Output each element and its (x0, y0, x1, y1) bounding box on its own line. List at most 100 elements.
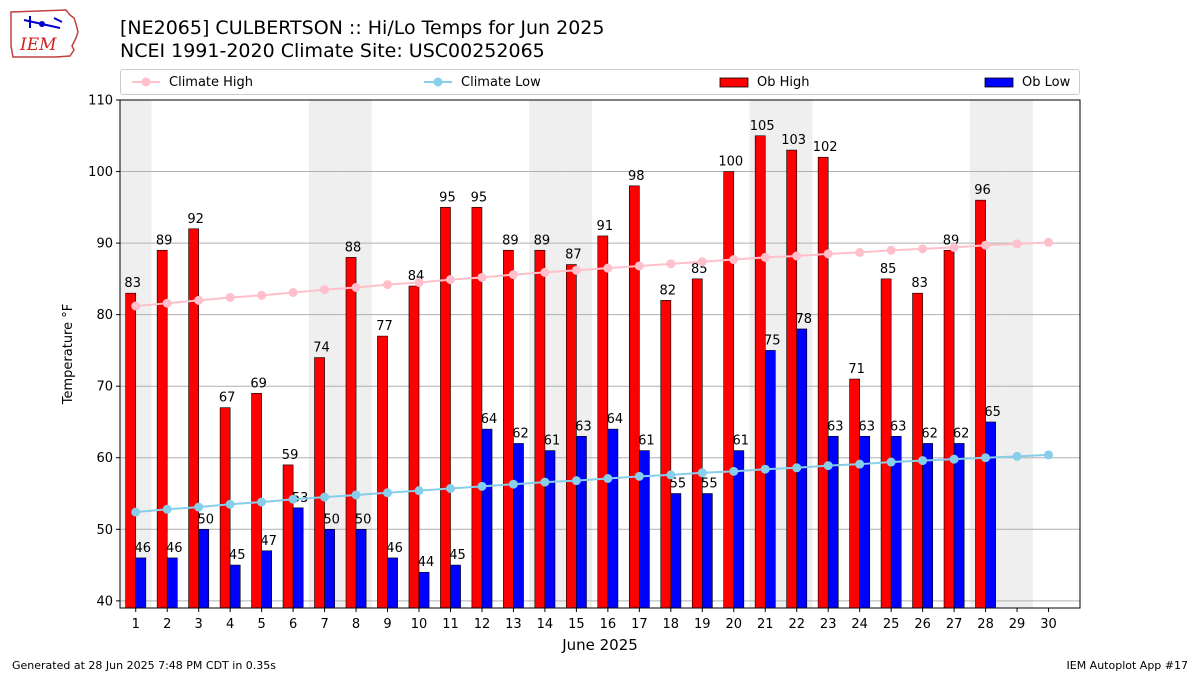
ob-high-label: 69 (250, 376, 267, 391)
ob-low-label: 63 (575, 419, 592, 434)
climate-low-point (792, 463, 802, 473)
ob-high-bar (471, 207, 483, 609)
ob-low-label: 50 (355, 512, 372, 527)
ob-high-bar (660, 300, 672, 609)
climate-high-point (477, 272, 487, 282)
ob-high-bar (723, 171, 735, 609)
ob-high-label: 103 (781, 133, 806, 148)
climate-high-point (162, 298, 172, 308)
ob-low-bar (607, 428, 619, 609)
ob-low-bar (922, 443, 933, 609)
x-tick-label: 21 (757, 617, 774, 632)
climate-high-point (981, 240, 991, 250)
legend-label: Climate High (169, 74, 254, 90)
x-tick-label: 1 (132, 617, 140, 632)
climate-high-point (194, 295, 204, 305)
x-tick-label: 4 (226, 617, 234, 632)
ob-low-bar (418, 571, 430, 609)
climate-low-point (1012, 451, 1022, 461)
ob-low-bar (450, 564, 461, 609)
logo-text: IEM (19, 35, 57, 55)
ob-low-label: 63 (827, 419, 844, 434)
legend: Climate High Climate Low Ob High Ob Low (120, 69, 1080, 95)
ob-high-label: 100 (718, 155, 743, 170)
ob-high-label: 92 (187, 212, 204, 227)
climate-low-point (855, 459, 865, 469)
ob-low-label: 75 (764, 333, 781, 348)
x-tick-label: 6 (289, 617, 297, 632)
legend-item-climate-high: Climate High (131, 70, 253, 94)
ob-high-bar (377, 335, 388, 609)
ob-high-bar (817, 156, 829, 609)
ob-low-label: 45 (229, 548, 246, 563)
app-credit: IEM Autoplot App #17 (1066, 659, 1189, 672)
ob-low-label: 50 (197, 512, 214, 527)
ob-high-label: 105 (750, 119, 775, 134)
climate-high-point (697, 257, 707, 267)
chart-title: [NE2065] CULBERTSON :: Hi/Lo Temps for J… (120, 17, 605, 39)
climate-low-point (225, 499, 235, 509)
climate-low-point (257, 497, 267, 507)
ob-high-bar (534, 249, 546, 609)
ob-low-label: 61 (733, 434, 750, 449)
climate-low-point (288, 494, 298, 504)
climate-low-point (1044, 450, 1054, 460)
ob-high-label: 77 (376, 319, 393, 334)
climate-low-point (634, 471, 644, 481)
ob-high-label: 71 (848, 362, 865, 377)
ob-high-label: 82 (660, 283, 677, 298)
ob-low-bar (324, 528, 335, 609)
ob-low-bar (953, 443, 965, 609)
ob-high-label: 102 (813, 140, 838, 155)
ob-low-label: 62 (953, 426, 970, 441)
climate-low-point (320, 492, 330, 502)
climate-high-point (540, 267, 550, 277)
ob-high-bar (566, 264, 577, 609)
ob-low-bar (261, 550, 273, 609)
ob-low-label: 61 (544, 434, 561, 449)
y-tick-label: 50 (96, 523, 113, 538)
legend-item-ob-low: Ob Low (984, 70, 1070, 94)
ob-high-bar (754, 135, 766, 609)
x-tick-label: 14 (537, 617, 554, 632)
iem-logo: IEM (8, 6, 84, 64)
y-tick-label: 70 (96, 380, 113, 395)
climate-low-point (445, 484, 455, 494)
ob-low-label: 55 (670, 477, 687, 492)
legend-item-climate-low: Climate Low (423, 70, 541, 94)
ob-high-label: 95 (439, 190, 456, 205)
ob-high-bar (628, 185, 640, 609)
ob-high-label: 59 (282, 448, 299, 463)
climate-low-point (760, 464, 770, 474)
climate-high-point (1012, 239, 1022, 249)
ob-high-bar (125, 292, 137, 609)
x-tick-label: 20 (725, 617, 742, 632)
ob-low-bar (387, 557, 398, 609)
climate-high-line (135, 241, 1049, 308)
y-tick-label: 60 (96, 451, 113, 466)
box-icon (984, 77, 1014, 88)
weekend-shading (1001, 100, 1033, 608)
ob-high-bar (188, 228, 199, 609)
climate-high-point (131, 301, 141, 311)
x-tick-label: 16 (600, 617, 617, 632)
climate-low-point (571, 476, 581, 486)
climate-high-point (823, 249, 833, 259)
ob-high-bar (691, 278, 703, 609)
climate-low-point (540, 477, 550, 487)
climate-high-point (634, 261, 644, 271)
ob-low-label: 62 (921, 426, 938, 441)
x-tick-label: 5 (257, 617, 265, 632)
legend-label: Climate Low (461, 74, 541, 90)
ob-high-label: 89 (502, 233, 519, 248)
climate-low-point (351, 490, 361, 500)
chart-subtitle: NCEI 1991-2020 Climate Site: USC00252065 (120, 40, 545, 62)
ob-low-bar (481, 428, 493, 609)
legend-item-ob-high: Ob High (719, 70, 810, 94)
ob-high-bar (314, 357, 325, 609)
climate-low-point (886, 457, 896, 467)
climate-low-point (162, 504, 172, 514)
ob-low-bar (513, 443, 524, 609)
climate-high-point (320, 285, 330, 295)
